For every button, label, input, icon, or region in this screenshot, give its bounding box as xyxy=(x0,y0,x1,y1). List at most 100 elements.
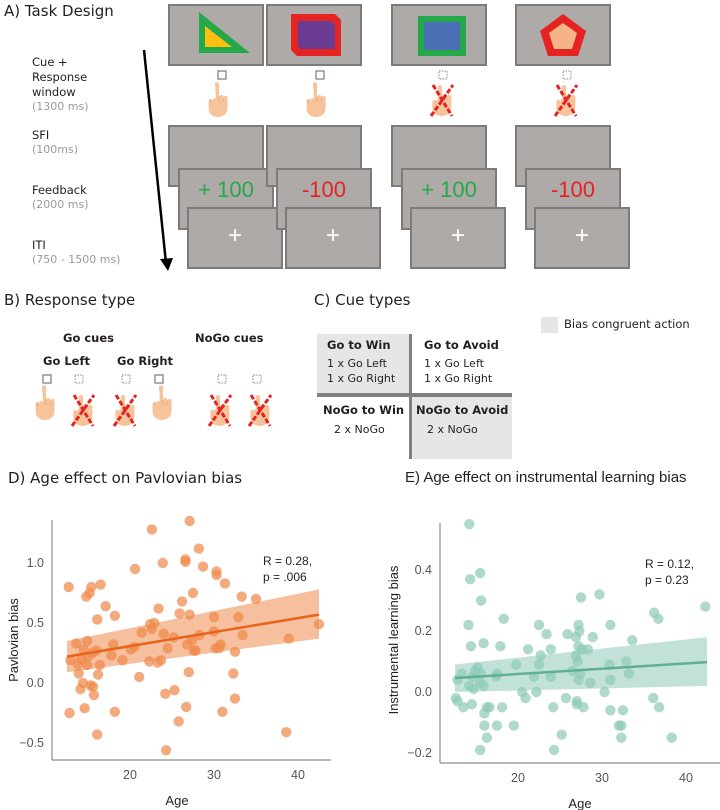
iti-frame: + xyxy=(285,207,381,269)
nogo-hand-icon xyxy=(205,373,239,435)
cue-cell-nogo-to-avoid: NoGo to Avoid 2 x NoGo xyxy=(412,397,512,459)
data-point xyxy=(560,692,572,704)
feedback-value: + 100 xyxy=(421,177,477,202)
data-point xyxy=(155,655,167,666)
pentagon-cue-icon xyxy=(540,14,586,56)
stage-duration-iti: (750 - 1500 ms) xyxy=(32,253,121,266)
y-axis-label: Pavlovian bias xyxy=(6,598,21,682)
square-cue-icon xyxy=(418,16,466,56)
x-tick-label: 30 xyxy=(595,771,609,785)
data-point xyxy=(575,592,587,603)
data-point xyxy=(208,611,220,623)
feedback-value: -100 xyxy=(301,177,347,202)
data-point xyxy=(144,656,155,667)
data-point xyxy=(520,692,531,704)
y-axis-label: Instrumental learning bias xyxy=(386,565,401,714)
data-point xyxy=(193,543,205,554)
data-point xyxy=(117,655,128,666)
data-point xyxy=(92,669,104,680)
data-point xyxy=(95,579,106,590)
data-point xyxy=(594,589,605,600)
data-point xyxy=(79,703,90,714)
data-point xyxy=(188,645,200,656)
data-point xyxy=(468,683,479,695)
data-point xyxy=(94,659,105,671)
data-point xyxy=(605,619,616,631)
data-point xyxy=(81,659,93,671)
data-point xyxy=(475,744,486,756)
x-tick-label: 30 xyxy=(207,768,221,782)
octagon-cue-icon xyxy=(291,14,341,56)
data-point xyxy=(458,702,469,713)
data-point xyxy=(158,628,169,639)
data-point xyxy=(478,680,489,692)
data-point xyxy=(464,573,476,585)
cue-frame xyxy=(515,4,611,66)
data-point xyxy=(599,686,610,698)
data-point xyxy=(169,685,180,696)
instrumental-bias-scatter: −0.2 0.0 0.2 0.4 20 30 40 Age Instrumental learn… xyxy=(386,519,720,810)
data-point xyxy=(465,641,477,652)
go-response-icon xyxy=(302,69,336,121)
data-point xyxy=(146,623,158,635)
x-axis-label: Age xyxy=(165,793,188,808)
data-point xyxy=(548,744,560,756)
cue-cell-nogo-to-win: NoGo to Win 2 x NoGo xyxy=(317,397,409,459)
data-point xyxy=(236,591,247,602)
data-point xyxy=(75,683,86,695)
stage-label-cue: Cue + Response window xyxy=(32,55,88,99)
data-point xyxy=(496,702,508,713)
data-point xyxy=(491,720,503,731)
fixation-cross: + xyxy=(325,222,340,249)
go-response-icon xyxy=(204,69,238,121)
data-point xyxy=(484,702,495,713)
y-tick-label: 0.2 xyxy=(415,624,432,638)
x-tick-label: 40 xyxy=(291,768,305,782)
data-point xyxy=(464,519,475,530)
data-point xyxy=(153,603,164,614)
data-point xyxy=(571,695,582,707)
correlation-annotation: p = .006 xyxy=(263,570,307,584)
go-left-label: Go Left xyxy=(43,354,90,368)
data-point xyxy=(475,567,486,579)
cue-line: 1 x Go Left xyxy=(327,357,387,370)
data-point xyxy=(184,609,195,620)
go-hand-icon xyxy=(29,373,63,435)
data-point xyxy=(541,628,552,640)
scatter-points xyxy=(450,519,711,756)
data-point xyxy=(495,641,506,652)
data-point xyxy=(183,667,194,678)
data-point xyxy=(87,681,99,692)
data-point xyxy=(283,633,294,644)
data-point xyxy=(197,561,209,572)
panel-e-title: E) Age effect on instrumental learning b… xyxy=(405,469,687,486)
fixation-cross: + xyxy=(450,222,465,249)
iti-frame: + xyxy=(534,207,630,269)
y-tick-label: 0.0 xyxy=(27,676,44,690)
stage-label-iti: ITI xyxy=(32,238,46,252)
data-point xyxy=(211,569,222,581)
y-tick-label: 1.0 xyxy=(27,556,44,570)
correlation-annotation: R = 0.28, xyxy=(263,554,312,568)
nogo-cues-heading: NoGo cues xyxy=(195,331,264,345)
data-point xyxy=(160,745,172,756)
cue-frame xyxy=(266,4,362,66)
y-tick-label: 0.0 xyxy=(415,685,432,699)
data-point xyxy=(498,613,509,624)
data-point xyxy=(617,705,629,716)
data-point xyxy=(572,656,583,667)
scatter-points xyxy=(63,515,325,756)
y-tick-label: 0.5 xyxy=(27,616,44,630)
stage-duration-cue: (1300 ms) xyxy=(32,100,89,113)
data-point xyxy=(88,689,100,701)
data-point xyxy=(136,627,147,638)
nogo-response-icon xyxy=(427,69,461,121)
data-point xyxy=(463,619,474,631)
data-point xyxy=(146,524,158,535)
data-point xyxy=(157,557,168,569)
time-arrow-icon xyxy=(142,49,173,271)
data-point xyxy=(585,677,596,689)
x-tick-label: 20 xyxy=(123,768,137,782)
data-point xyxy=(623,668,635,679)
data-point xyxy=(533,619,545,631)
